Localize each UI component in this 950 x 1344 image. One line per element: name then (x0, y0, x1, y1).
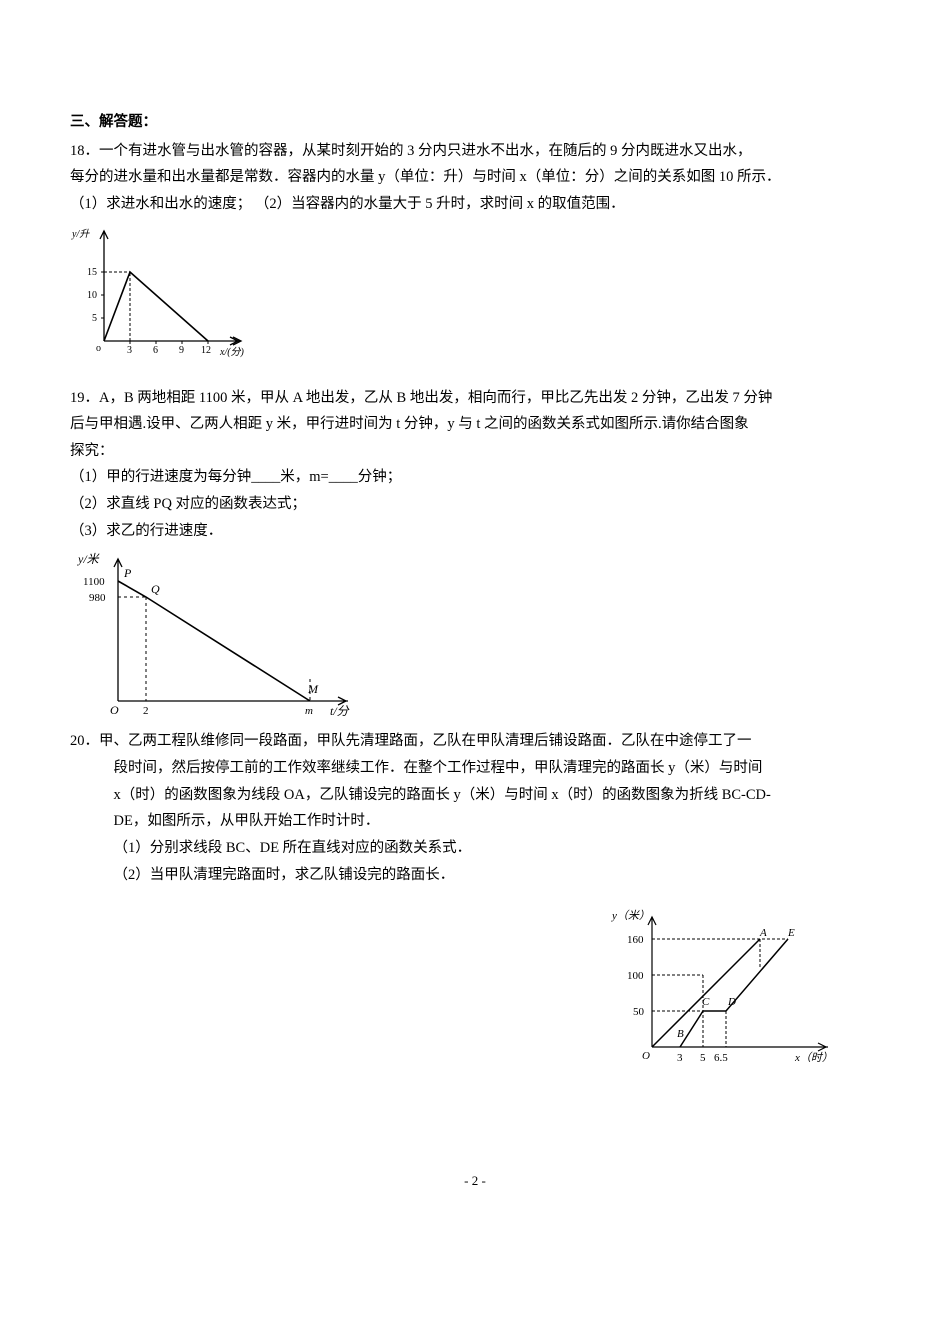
svg-text:160: 160 (627, 934, 644, 946)
svg-text:B: B (677, 1028, 684, 1040)
q19-sub3: （3）求乙的行进速度． (70, 519, 880, 544)
problem-18: 18．一个有进水管与出水管的容器，从某时刻开始的 3 分内只进水不出水，在随后的… (70, 139, 880, 358)
q18-xlabel: x/(分) (219, 346, 245, 358)
q19-line1: 19．A，B 两地相距 1100 米，甲从 A 地出发，乙从 B 地出发，相向而… (70, 386, 880, 411)
q19-chart: y/米 P Q M O t/分 1100 980 2 m (70, 549, 880, 719)
svg-text:3: 3 (127, 345, 132, 356)
q20-line4: DE，如图所示，从甲队开始工作时计时． (70, 809, 880, 834)
svg-text:t/分: t/分 (330, 704, 350, 718)
q20-line1: 20．甲、乙两工程队维修同一段路面，甲队先清理路面，乙队在甲队清理后铺设路面．乙… (70, 729, 880, 754)
svg-text:6: 6 (153, 345, 158, 356)
problem-20: 20．甲、乙两工程队维修同一段路面，甲队先清理路面，乙队在甲队清理后铺设路面．乙… (70, 729, 880, 1070)
svg-text:O: O (642, 1050, 650, 1062)
q19-line3: 探究： (70, 439, 880, 464)
svg-text:5: 5 (92, 313, 97, 324)
svg-text:O: O (110, 703, 119, 717)
svg-text:o: o (96, 343, 101, 354)
q20-sub2: （2）当甲队清理完路面时，求乙队铺设完的路面长． (70, 863, 880, 888)
q18-line1: 18．一个有进水管与出水管的容器，从某时刻开始的 3 分内只进水不出水，在随后的… (70, 139, 880, 164)
q18-line3: （1）求进水和出水的速度； （2）当容器内的水量大于 5 升时，求时间 x 的取… (70, 192, 880, 217)
svg-text:980: 980 (89, 592, 106, 604)
q20-sub1: （1）分别求线段 BC、DE 所在直线对应的函数关系式． (70, 836, 880, 861)
svg-text:6.5: 6.5 (714, 1052, 728, 1064)
svg-text:P: P (123, 566, 132, 580)
svg-text:12: 12 (201, 345, 211, 356)
q18-ylabel: y/升 (71, 228, 90, 240)
svg-text:2: 2 (143, 705, 149, 717)
q20-chart: y（米） x（时） 160 100 50 O 3 5 6.5 A E B C D (70, 905, 880, 1070)
svg-text:M: M (307, 682, 319, 696)
q20-line2: 段时间，然后按停工前的工作效率继续工作．在整个工作过程中，甲队清理完的路面长 y… (70, 756, 880, 781)
q19-sub1: （1）甲的行进速度为每分钟____米，m=____分钟； (70, 465, 880, 490)
q20-line3: x（时）的函数图象为线段 OA，乙队铺设完的路面长 y（米）与时间 x（时）的函… (70, 783, 880, 808)
q18-chart: y/升 x/(分) o 3 6 9 12 5 10 15 (70, 223, 880, 358)
svg-text:E: E (787, 927, 795, 939)
svg-text:m: m (305, 705, 313, 717)
svg-text:A: A (759, 927, 767, 939)
svg-text:D: D (727, 996, 736, 1008)
svg-text:100: 100 (627, 970, 644, 982)
svg-text:50: 50 (633, 1006, 645, 1018)
svg-text:9: 9 (179, 345, 184, 356)
q18-num: 18． (70, 143, 99, 159)
q19-num: 19． (70, 390, 99, 406)
q18-line2: 每分的进水量和出水量都是常数．容器内的水量 y（单位：升）与时间 x（单位：分）… (70, 165, 880, 190)
svg-text:5: 5 (700, 1052, 706, 1064)
svg-text:1100: 1100 (83, 576, 105, 588)
q19-line2: 后与甲相遇.设甲、乙两人相距 y 米，甲行进时间为 t 分钟，y 与 t 之间的… (70, 412, 880, 437)
svg-text:C: C (702, 996, 710, 1008)
svg-text:10: 10 (87, 290, 97, 301)
q20-num: 20． (70, 733, 99, 749)
svg-text:y（米）: y（米） (611, 909, 650, 922)
q19-sub2: （2）求直线 PQ 对应的函数表达式； (70, 492, 880, 517)
svg-text:x（时）: x（时） (794, 1051, 833, 1064)
svg-text:Q: Q (151, 582, 160, 596)
section-title: 三、解答题： (70, 110, 880, 135)
svg-text:3: 3 (677, 1052, 683, 1064)
svg-text:15: 15 (87, 267, 97, 278)
problem-19: 19．A，B 两地相距 1100 米，甲从 A 地出发，乙从 B 地出发，相向而… (70, 386, 880, 720)
page-number: - 2 - (70, 1170, 880, 1192)
svg-text:y/米: y/米 (77, 552, 101, 566)
